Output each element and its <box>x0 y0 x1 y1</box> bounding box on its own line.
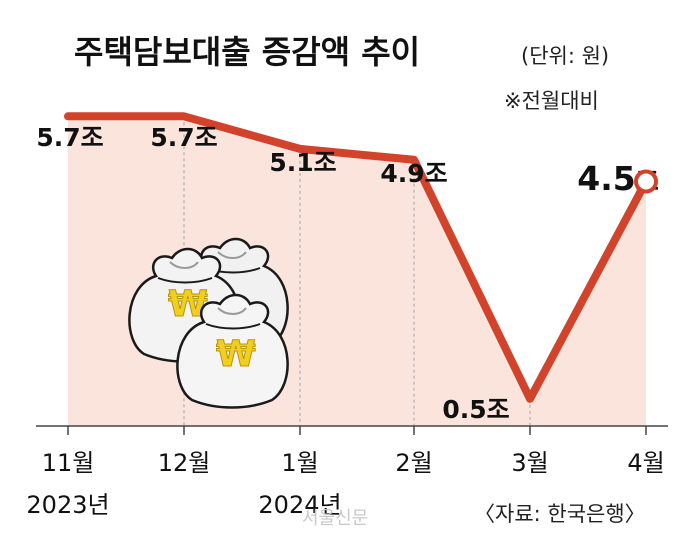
money-bag-won-icon: ₩ ₩ <box>128 237 289 409</box>
source-label: 〈자료: 한국은행〉 <box>474 502 646 526</box>
svg-text:₩: ₩ <box>168 284 208 325</box>
x-tick-label: 3월 <box>511 449 548 477</box>
year-label: 2024년 <box>258 491 341 519</box>
data-label: 0.5조 <box>442 395 509 424</box>
x-axis-labels: 11월 12월 1월 2월 3월 4월 2023년 2024년 <box>26 449 664 519</box>
chart-title: 주택담보대출 증감액 추이 <box>74 33 420 71</box>
data-label: 4.9조 <box>380 159 447 188</box>
last-point-marker <box>634 169 658 194</box>
year-label: 2023년 <box>26 491 109 519</box>
series-line <box>64 112 650 403</box>
x-tick-label: 12월 <box>158 449 211 477</box>
x-tick-label: 4월 <box>627 449 664 477</box>
data-label: 5.7조 <box>150 123 217 152</box>
svg-text:₩: ₩ <box>216 334 256 375</box>
unit-label: (단위: 원) <box>521 44 609 68</box>
watermark: 서울신문 <box>302 508 368 529</box>
x-tick-label: 1월 <box>281 449 318 477</box>
x-tick-label: 2월 <box>395 449 432 477</box>
value-labels: 5.7조5.7조5.1조4.9조0.5조4.5조 <box>36 123 658 424</box>
data-label: 5.7조 <box>36 123 103 152</box>
data-label: 5.1조 <box>269 148 336 177</box>
x-axis-ticks <box>67 426 647 435</box>
x-tick-label: 11월 <box>42 449 95 477</box>
note-label: ※전월대비 <box>504 89 599 113</box>
